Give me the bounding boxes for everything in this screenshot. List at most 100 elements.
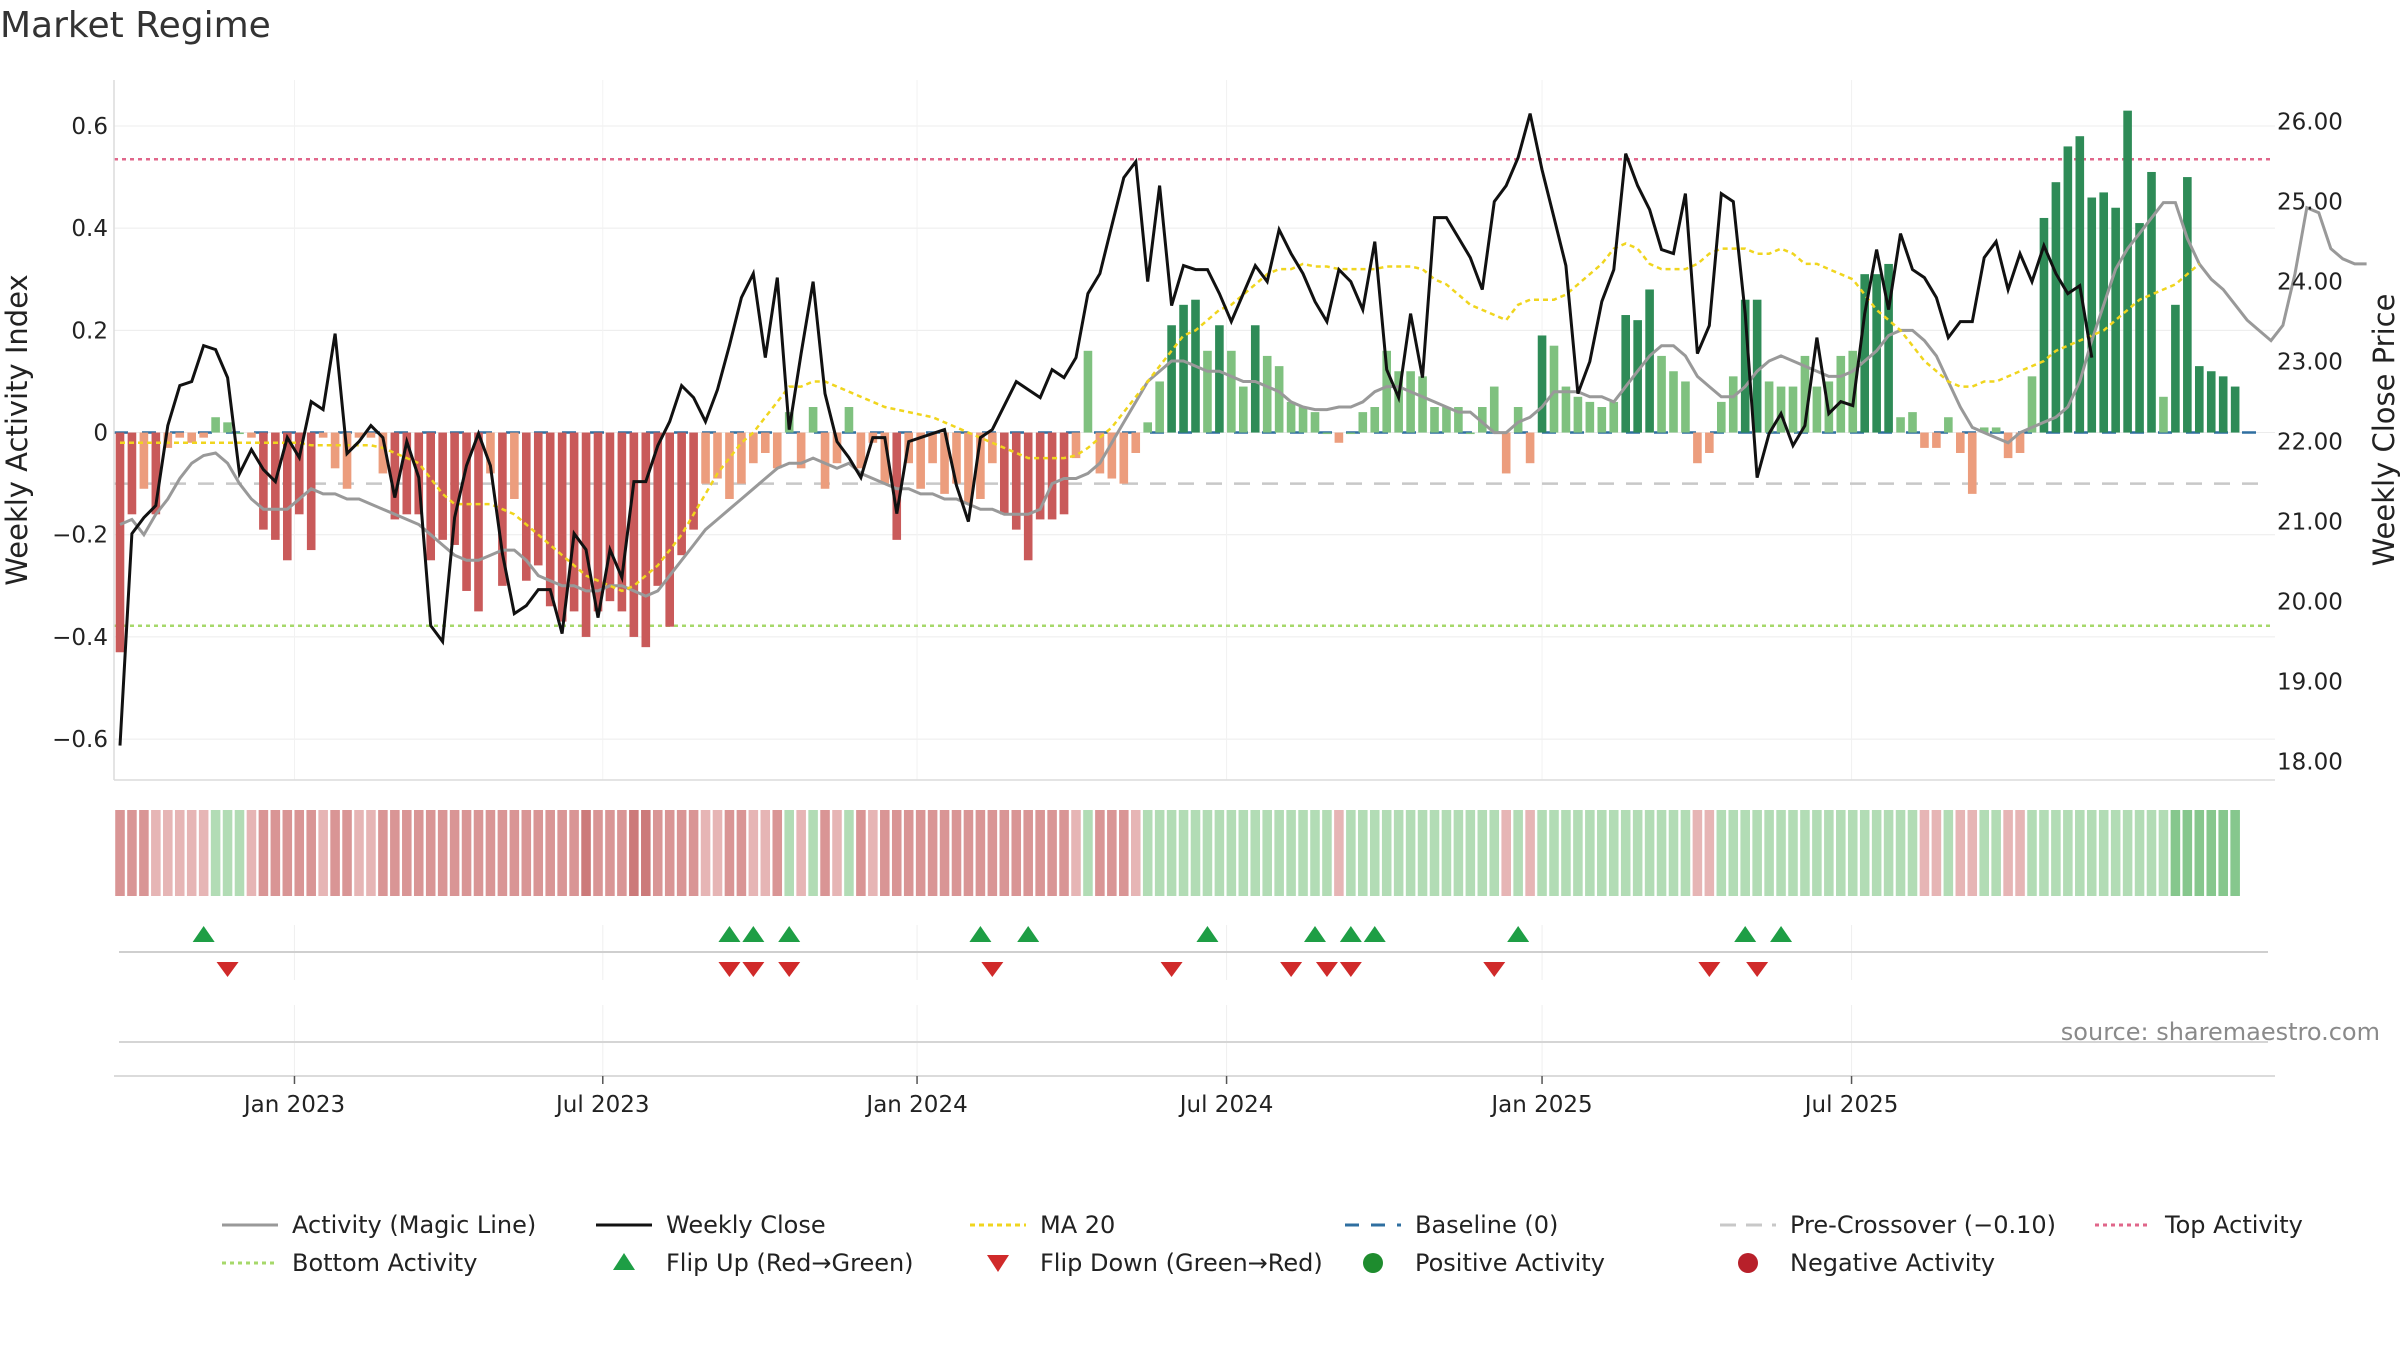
regime-cell — [2063, 810, 2073, 896]
regime-cell — [1573, 810, 1583, 896]
legend-swatch — [1363, 1253, 1383, 1273]
activity-bar — [1740, 299, 1750, 433]
activity-bar — [294, 432, 304, 515]
legend-magic-line: Activity (Magic Line) — [222, 1211, 536, 1239]
regime-cell — [903, 810, 914, 896]
regime-cell — [1429, 810, 1440, 896]
regime-cell — [2146, 810, 2157, 896]
chart-title: Market Regime — [0, 5, 271, 46]
activity-bar — [1262, 355, 1272, 433]
activity-bar — [1812, 386, 1822, 433]
activity-bar — [976, 432, 985, 499]
legend: Activity (Magic Line) Weekly Close MA 20 Ba… — [222, 1211, 2303, 1277]
regime-cell — [294, 810, 305, 896]
regime-cell — [1537, 810, 1547, 896]
magic-line-series — [119, 201, 2367, 598]
regime-cell — [617, 810, 627, 896]
regime-cell — [1154, 810, 1165, 896]
regime-cell — [2218, 810, 2228, 896]
activity-bar — [772, 432, 782, 469]
x-tick-label: Jan 2023 — [242, 1092, 345, 1118]
regime-cell — [2122, 810, 2133, 896]
legend-label: Negative Activity — [1790, 1249, 1995, 1277]
legend-swatch — [987, 1255, 1009, 1272]
regime-cell — [1561, 810, 1571, 896]
flip-up-marker — [778, 926, 801, 942]
activity-bar — [1442, 407, 1451, 433]
activity-bar — [402, 432, 412, 515]
regime-cell — [1847, 810, 1858, 896]
activity-bar — [1227, 350, 1236, 433]
y-left-tick-label: 0.4 — [71, 216, 108, 242]
activity-bar — [1848, 350, 1858, 433]
regime-cell — [1704, 810, 1715, 896]
regime-cell — [330, 810, 340, 896]
legend-swatch — [613, 1253, 635, 1270]
activity-bar — [1466, 432, 1475, 435]
x-tick-label: Jan 2024 — [864, 1092, 967, 1118]
regime-cell — [1059, 810, 1069, 896]
regime-cell — [1262, 810, 1272, 896]
legend-label: Flip Up (Red→Green) — [666, 1249, 914, 1277]
regime-cell — [318, 810, 328, 896]
activity-bar — [247, 432, 256, 438]
regime-cell — [1214, 810, 1225, 896]
regime-cell — [1381, 810, 1392, 896]
regime-cell — [963, 810, 974, 896]
activity-bar — [426, 432, 436, 561]
activity-bar — [2051, 182, 2061, 433]
regime-cell — [210, 810, 221, 896]
regime-cell — [1393, 810, 1404, 896]
activity-bar — [1477, 407, 1487, 433]
regime-cell — [1620, 810, 1631, 896]
flip-down-marker — [1483, 962, 1506, 977]
activity-bar — [832, 432, 842, 464]
flip-down-marker — [778, 962, 801, 977]
regime-cell — [927, 810, 938, 896]
activity-bar — [354, 432, 364, 438]
activity-bar — [796, 432, 806, 469]
activity-bar — [1394, 371, 1403, 433]
regime-cell — [1166, 810, 1177, 896]
activity-bar — [1764, 381, 1774, 433]
y-left-tick-label: 0 — [93, 421, 108, 447]
regime-cell — [1991, 810, 2001, 896]
regime-cell — [402, 810, 412, 896]
regime-cell — [1358, 810, 1368, 896]
activity-bar — [1011, 432, 1021, 530]
activity-bar — [2099, 192, 2109, 433]
regime-cell — [1095, 810, 1105, 896]
flip-down-marker — [1280, 962, 1303, 977]
regime-cell — [868, 810, 878, 896]
activity-bar — [1800, 355, 1810, 433]
regime-cell — [2158, 810, 2169, 896]
activity-bar — [1382, 350, 1392, 433]
regime-cell — [844, 810, 854, 896]
activity-bar — [1681, 381, 1690, 433]
regime-cell — [1298, 810, 1308, 896]
axes: −0.6 −0.4 −0.2 0 0.2 0.4 0.6 18.00 19.00 20.00 21.… — [52, 80, 2343, 781]
activity-bar — [1131, 432, 1141, 453]
regime-cell — [652, 810, 663, 896]
regime-cell — [1489, 810, 1500, 896]
flip-down-marker — [1160, 962, 1183, 977]
regime-cell — [1286, 810, 1296, 896]
regime-cell — [1824, 810, 1834, 896]
activity-bar — [629, 432, 639, 637]
regime-cell — [1250, 810, 1261, 896]
regime-heat-strip — [115, 810, 2240, 896]
regime-cell — [437, 810, 448, 896]
activity-bar — [1310, 412, 1320, 433]
regime-cell — [796, 810, 806, 896]
regime-cell — [258, 810, 269, 896]
regime-cell — [1668, 810, 1679, 896]
activity-bar — [1896, 417, 1905, 433]
activity-bar — [1537, 335, 1547, 433]
activity-bar — [533, 432, 543, 566]
activity-bar — [1346, 432, 1356, 435]
weekly-close-series — [118, 113, 2094, 746]
regime-cell — [521, 810, 532, 896]
flip-up-marker — [1734, 926, 1757, 942]
regime-cell — [1334, 810, 1344, 896]
regime-cell — [1764, 810, 1774, 896]
